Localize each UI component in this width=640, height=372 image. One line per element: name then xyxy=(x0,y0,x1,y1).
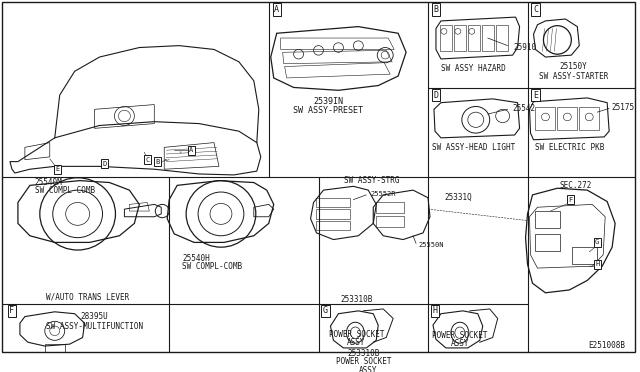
Text: 253310B: 253310B xyxy=(340,295,372,304)
Bar xyxy=(376,216,404,227)
Bar xyxy=(316,221,350,230)
Text: ASSY: ASSY xyxy=(347,338,365,347)
Text: SW ASSY-STRG: SW ASSY-STRG xyxy=(344,176,399,185)
Text: C: C xyxy=(533,5,538,14)
Text: H: H xyxy=(433,307,438,315)
Text: 25540H: 25540H xyxy=(182,254,210,263)
Bar xyxy=(45,344,65,352)
Bar xyxy=(572,247,597,264)
Text: C: C xyxy=(145,157,149,163)
Text: F: F xyxy=(568,197,572,203)
Text: POWER SOCKET: POWER SOCKET xyxy=(432,331,488,340)
Bar xyxy=(579,108,599,130)
Text: 25540M: 25540M xyxy=(35,178,63,187)
Text: H: H xyxy=(595,261,599,267)
Text: SW ASSY HAZARD: SW ASSY HAZARD xyxy=(442,64,506,73)
Text: D: D xyxy=(102,160,107,167)
Text: 25331Q: 25331Q xyxy=(444,193,472,202)
Bar xyxy=(536,211,561,228)
Text: SW ASSY-PRESET: SW ASSY-PRESET xyxy=(294,106,364,115)
Text: G: G xyxy=(323,307,328,315)
Text: G: G xyxy=(595,240,599,246)
Text: E251008B: E251008B xyxy=(588,341,625,350)
Bar xyxy=(536,234,561,251)
Text: 253310B: 253310B xyxy=(347,349,380,358)
Bar xyxy=(536,108,556,130)
Text: SW ASSY-STARTER: SW ASSY-STARTER xyxy=(539,71,608,81)
Text: 28395U: 28395U xyxy=(81,312,108,321)
Text: ASSY: ASSY xyxy=(359,366,378,372)
Text: 25552R: 25552R xyxy=(371,191,396,197)
Text: POWER SOCKET: POWER SOCKET xyxy=(335,357,391,366)
Bar xyxy=(376,202,404,213)
Text: W/AUTO TRANS LEVER: W/AUTO TRANS LEVER xyxy=(46,292,129,301)
Text: SW ELECTRIC PKB: SW ELECTRIC PKB xyxy=(534,143,604,152)
Text: A: A xyxy=(274,5,279,14)
Bar xyxy=(482,25,493,51)
Text: E: E xyxy=(533,90,538,100)
Text: D: D xyxy=(433,90,438,100)
Bar xyxy=(468,25,480,51)
Bar xyxy=(454,25,466,51)
Text: POWER SOCKET: POWER SOCKET xyxy=(328,330,384,339)
Text: 25175: 25175 xyxy=(611,103,634,112)
Text: 25910: 25910 xyxy=(514,43,537,52)
Text: 25150Y: 25150Y xyxy=(559,62,587,71)
Text: SW COMPL-COMB: SW COMPL-COMB xyxy=(182,262,243,271)
Text: SW ASSY-HEAD LIGHT: SW ASSY-HEAD LIGHT xyxy=(432,143,515,152)
Text: 25542: 25542 xyxy=(513,104,536,113)
Bar xyxy=(557,108,577,130)
Text: B: B xyxy=(433,5,438,14)
Text: F: F xyxy=(10,307,15,315)
Text: B: B xyxy=(155,158,159,164)
Bar xyxy=(440,25,452,51)
Text: E: E xyxy=(56,166,60,172)
Text: SW COMPL-COMB: SW COMPL-COMB xyxy=(35,186,95,195)
Text: SEC.272: SEC.272 xyxy=(559,181,591,190)
Text: 2539IN: 2539IN xyxy=(314,97,344,106)
Bar xyxy=(316,209,350,219)
Text: ASSY: ASSY xyxy=(451,339,469,348)
Bar xyxy=(316,198,350,207)
Text: A: A xyxy=(189,147,193,153)
Text: 25550N: 25550N xyxy=(418,242,444,248)
Bar xyxy=(496,25,508,51)
Text: SW ASSY-MULTIFUNCTION: SW ASSY-MULTIFUNCTION xyxy=(46,321,143,331)
